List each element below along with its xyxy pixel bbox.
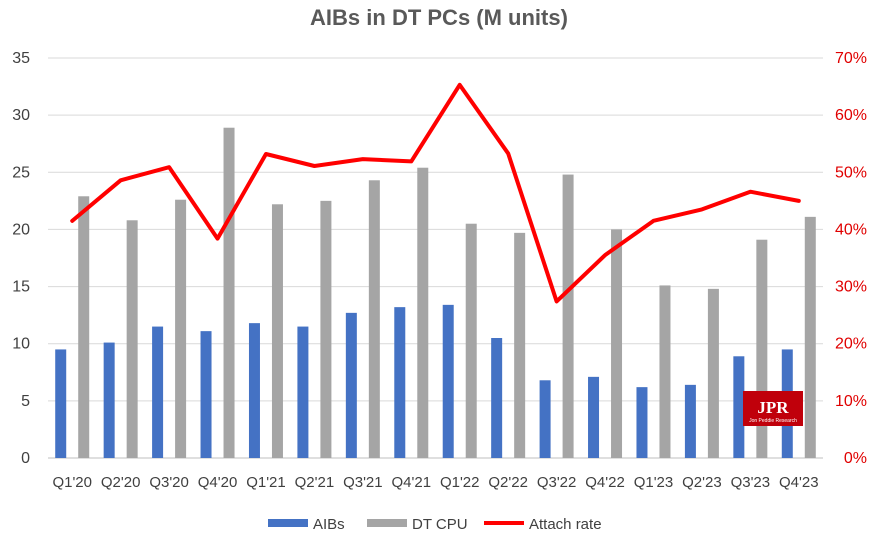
- bar-aibs: [248, 323, 260, 458]
- bar-aibs: [297, 326, 309, 458]
- left-tick-label: 15: [12, 279, 30, 296]
- right-tick-label: 10%: [835, 393, 867, 410]
- jpr-logo: JPR Jon Peddie Research: [743, 391, 803, 426]
- right-axis: 0% 10% 20% 30% 40% 50% 60% 70%: [835, 50, 867, 467]
- bar-dt-cpu: [514, 232, 526, 458]
- bar-dt-cpu: [368, 180, 380, 459]
- legend-swatch: [367, 519, 407, 527]
- right-tick-label: 70%: [835, 50, 867, 67]
- bar-aibs: [491, 338, 503, 458]
- left-tick-label: 25: [12, 164, 30, 181]
- legend-swatch: [268, 519, 308, 527]
- left-tick-label: 20: [12, 221, 30, 238]
- bar-dt-cpu: [562, 174, 574, 459]
- bar-dt-cpu: [175, 199, 187, 458]
- bar-dt-cpu: [223, 127, 235, 458]
- bar-aibs: [684, 384, 696, 458]
- x-tick-label: Q2'22: [488, 474, 528, 491]
- right-tick-label: 40%: [835, 221, 867, 238]
- attach-rate-series: [70, 82, 801, 304]
- right-tick-label: 0%: [844, 450, 867, 467]
- bar-dt-cpu: [804, 216, 816, 458]
- bar-aibs: [394, 307, 406, 458]
- left-tick-label: 30: [12, 107, 30, 124]
- bar-dt-cpu: [78, 196, 90, 459]
- jpr-logo-box: [743, 391, 803, 426]
- x-tick-label: Q1'21: [246, 474, 286, 491]
- x-tick-label: Q2'23: [682, 474, 722, 491]
- bar-aibs: [442, 304, 454, 458]
- x-tick-label: Q1'20: [52, 474, 92, 491]
- bars: [55, 127, 816, 459]
- x-tick-label: Q4'22: [585, 474, 625, 491]
- chart-title: AIBs in DT PCs (M units): [310, 5, 568, 30]
- bar-dt-cpu: [417, 167, 429, 458]
- bar-dt-cpu: [465, 223, 477, 458]
- bar-dt-cpu: [271, 204, 283, 458]
- gridlines: [48, 57, 823, 459]
- legend-label: Attach rate: [529, 516, 602, 533]
- x-tick-label: Q3'20: [149, 474, 189, 491]
- x-tick-label: Q3'21: [343, 474, 383, 491]
- right-tick-label: 20%: [835, 336, 867, 353]
- bar-aibs: [345, 312, 357, 458]
- bar-dt-cpu: [320, 200, 332, 458]
- x-tick-label: Q1'23: [634, 474, 674, 491]
- left-axis: 0 5 10 15 20 25 30 35: [12, 50, 30, 467]
- right-tick-label: 50%: [835, 164, 867, 181]
- x-tick-label: Q4'21: [392, 474, 432, 491]
- bar-dt-cpu: [659, 285, 671, 458]
- legend-label: AIBs: [313, 516, 345, 533]
- bar-aibs: [103, 342, 115, 458]
- bar-aibs: [55, 349, 67, 458]
- right-tick-label: 30%: [835, 279, 867, 296]
- bar-dt-cpu: [756, 239, 768, 458]
- attach-rate-line: [70, 82, 801, 304]
- bar-dt-cpu: [126, 220, 138, 458]
- left-tick-label: 0: [21, 450, 30, 467]
- x-axis: Q1'20 Q2'20 Q3'20 Q4'20 Q1'21 Q2'21 Q3'21 Q4'21…: [52, 474, 818, 491]
- x-tick-label: Q3'22: [537, 474, 577, 491]
- x-tick-label: Q3'23: [731, 474, 771, 491]
- bar-dt-cpu: [611, 229, 623, 458]
- left-tick-label: 10: [12, 336, 30, 353]
- x-tick-label: Q4'20: [198, 474, 238, 491]
- x-tick-label: Q1'22: [440, 474, 480, 491]
- left-tick-label: 35: [12, 50, 30, 67]
- bar-aibs: [588, 376, 600, 458]
- bar-aibs: [152, 326, 164, 458]
- bar-aibs: [539, 380, 551, 458]
- bar-dt-cpu: [707, 288, 719, 458]
- right-tick-label: 60%: [835, 107, 867, 124]
- jpr-logo-subtext: Jon Peddie Research: [749, 418, 797, 424]
- x-tick-label: Q4'23: [779, 474, 819, 491]
- x-tick-label: Q2'20: [101, 474, 141, 491]
- x-tick-label: Q2'21: [295, 474, 335, 491]
- bar-aibs: [733, 356, 745, 458]
- bar-aibs: [200, 331, 212, 458]
- jpr-logo-text: JPR: [757, 398, 789, 417]
- legend-label: DT CPU: [412, 516, 468, 533]
- bar-aibs: [636, 387, 648, 458]
- left-tick-label: 5: [21, 393, 30, 410]
- legend: AIBs DT CPU Attach rate: [268, 516, 602, 533]
